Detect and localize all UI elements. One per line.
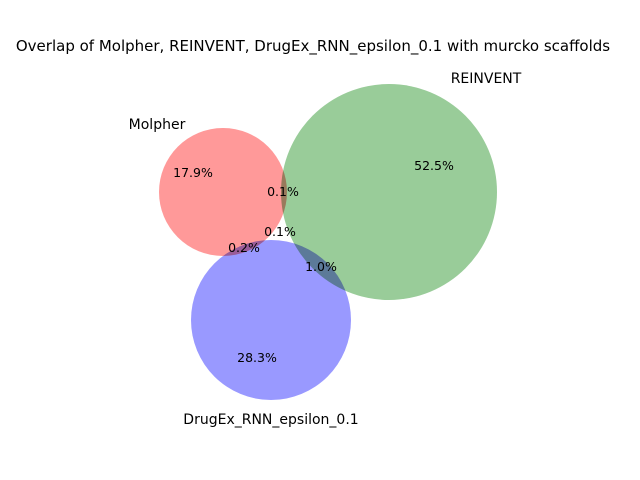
reinvent-only-label: 52.5% (414, 158, 454, 173)
reinvent-drugex-label: 1.0% (305, 259, 337, 274)
molpher-only-label: 17.9% (173, 165, 213, 180)
molpher-label: Molpher (129, 117, 186, 133)
reinvent-label: REINVENT (451, 71, 522, 87)
drugex-label: DrugEx_RNN_epsilon_0.1 (183, 412, 358, 428)
molpher-drugex-label: 0.2% (228, 240, 260, 255)
drugex-circle (191, 240, 351, 400)
set-circles (159, 84, 497, 400)
molpher-reinvent-label: 0.1% (267, 184, 299, 199)
diagram-title: Overlap of Molpher, REINVENT, DrugEx_RNN… (16, 37, 610, 56)
reinvent-circle (281, 84, 497, 300)
drugex-only-label: 28.3% (237, 350, 277, 365)
all-three-label: 0.1% (264, 224, 296, 239)
molpher-circle (159, 128, 287, 256)
